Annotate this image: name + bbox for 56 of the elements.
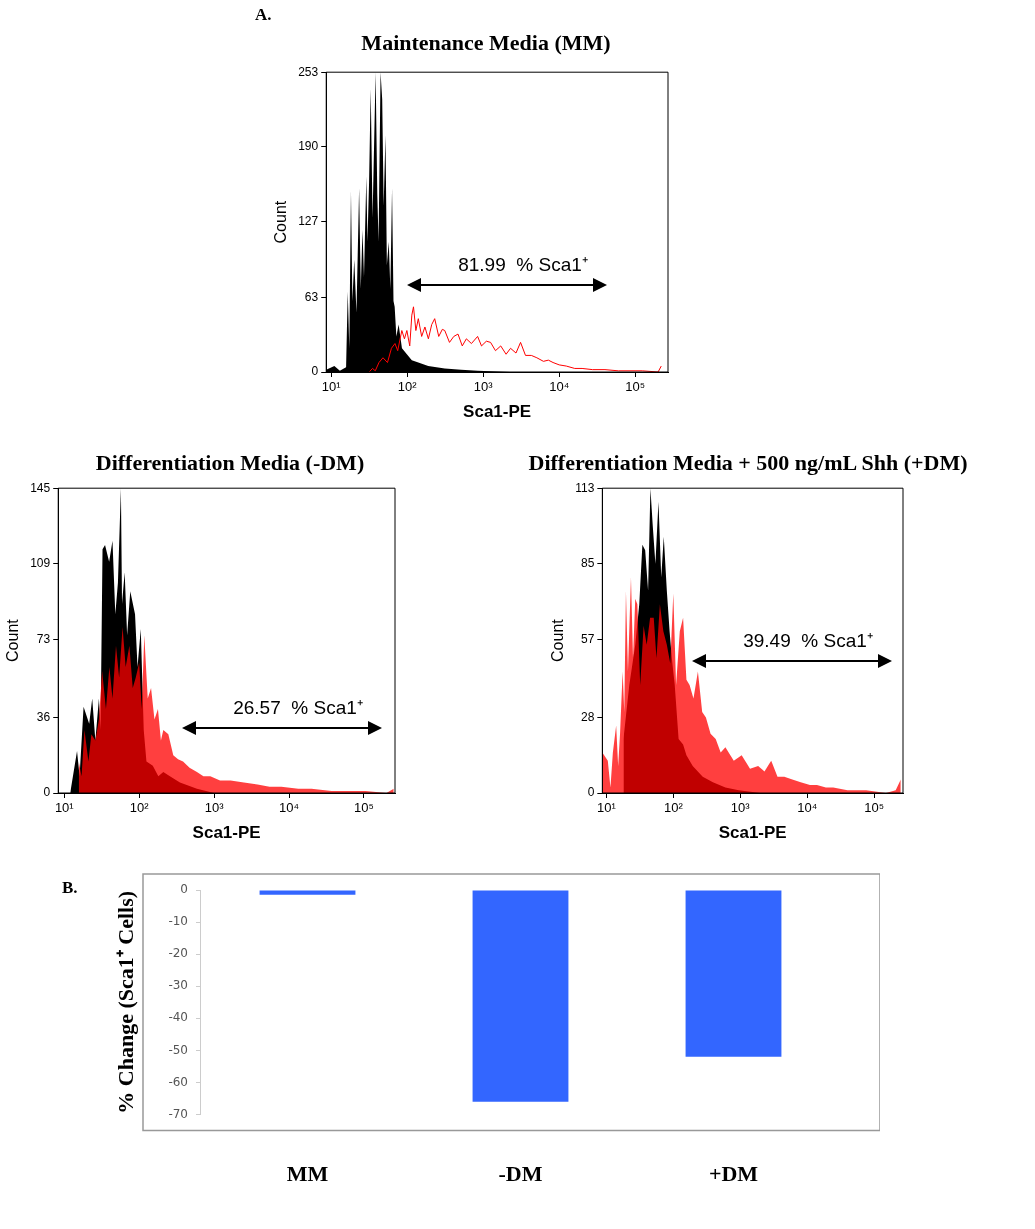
y-axis-title: Count bbox=[4, 618, 22, 662]
x-tick-label: 10² bbox=[397, 379, 418, 395]
y-tick-label: 190 bbox=[298, 139, 319, 154]
y-tick-label: 36 bbox=[36, 709, 51, 724]
chart-title: Differentiation Media (-DM) bbox=[95, 450, 365, 476]
x-tick-label: 10⁵ bbox=[353, 800, 374, 816]
y-axis-title: % Change (Sca1⁺ Cells) bbox=[112, 890, 138, 1114]
x-axis-title: Sca1-PE bbox=[192, 823, 261, 843]
y-tick-label: 57 bbox=[580, 631, 595, 646]
x-tick-label: -DM bbox=[498, 1161, 543, 1187]
x-tick-label: 10⁵ bbox=[864, 800, 885, 816]
x-tick-label: MM bbox=[286, 1161, 329, 1187]
chart-title: Maintenance Media (MM) bbox=[361, 30, 611, 56]
x-tick-label: 10¹ bbox=[596, 800, 617, 816]
x-axis-title: Sca1-PE bbox=[463, 402, 532, 422]
y-tick-label: 28 bbox=[580, 709, 595, 724]
y-tick-label: -20 bbox=[168, 946, 188, 961]
chart-title: Differentiation Media + 500 ng/mL Shh (+DM) bbox=[528, 450, 968, 476]
y-tick-label: 127 bbox=[298, 213, 319, 228]
text: A. bbox=[255, 5, 272, 25]
x-tick-label: 10⁴ bbox=[549, 379, 570, 395]
annotation: 81.99 % Sca1⁺ bbox=[458, 253, 588, 277]
y-tick-label: 0 bbox=[311, 364, 319, 379]
x-tick-label: 10¹ bbox=[54, 800, 75, 816]
y-axis-title: Count bbox=[549, 618, 567, 662]
y-tick-label: -40 bbox=[168, 1010, 188, 1025]
x-tick-label: 10⁴ bbox=[797, 800, 818, 816]
annotation: 26.57 % Sca1⁺ bbox=[233, 696, 363, 720]
annotation: 39.49 % Sca1⁺ bbox=[743, 629, 873, 653]
y-axis-title: Count bbox=[272, 200, 290, 244]
x-tick-label: 10² bbox=[129, 800, 150, 816]
y-tick-label: 109 bbox=[30, 556, 51, 571]
y-tick-label: 0 bbox=[43, 785, 51, 800]
x-tick-label: 10³ bbox=[730, 800, 751, 816]
y-tick-label: -10 bbox=[168, 914, 188, 929]
y-tick-label: 73 bbox=[36, 631, 51, 646]
x-tick-label: 10³ bbox=[204, 800, 225, 816]
x-tick-label: 10² bbox=[663, 800, 684, 816]
y-tick-label: -50 bbox=[168, 1042, 188, 1057]
x-tick-label: 10⁵ bbox=[625, 379, 646, 395]
x-tick-label: 10¹ bbox=[321, 379, 342, 395]
text: B. bbox=[62, 878, 78, 898]
y-tick-label: 145 bbox=[30, 480, 51, 495]
y-tick-label: 113 bbox=[575, 480, 595, 495]
x-tick-label: 10³ bbox=[473, 379, 494, 395]
y-tick-label: 0 bbox=[180, 882, 188, 897]
y-tick-label: -70 bbox=[168, 1106, 188, 1121]
x-axis-title: Sca1-PE bbox=[718, 823, 787, 843]
y-tick-label: 0 bbox=[587, 785, 595, 800]
y-tick-label: 85 bbox=[580, 556, 595, 571]
x-tick-label: +DM bbox=[708, 1161, 759, 1187]
y-tick-label: 253 bbox=[298, 64, 319, 79]
y-tick-label: 63 bbox=[304, 289, 319, 304]
y-tick-label: -60 bbox=[168, 1074, 188, 1089]
y-tick-label: -30 bbox=[168, 978, 188, 993]
x-tick-label: 10⁴ bbox=[278, 800, 300, 816]
